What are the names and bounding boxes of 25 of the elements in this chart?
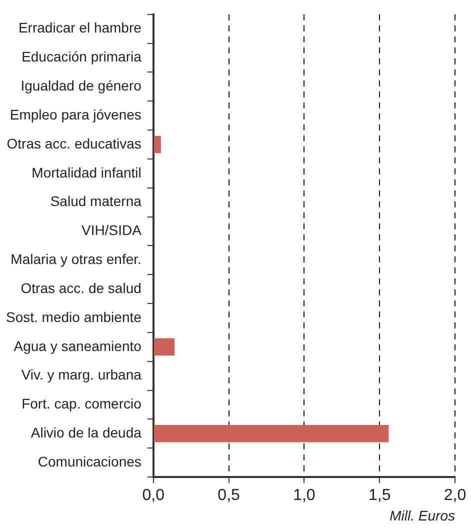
- x-axis-title: Mill. Euros: [390, 507, 455, 524]
- x-tick-label: 0,0: [142, 487, 165, 504]
- y-tick-label: Comunicaciones: [38, 453, 142, 470]
- y-tick-label: Viv. y marg. urbana: [21, 366, 142, 383]
- y-tick-label: Erradicar el hambre: [18, 20, 142, 36]
- bar: [154, 136, 161, 154]
- y-tick-label: Educación primaria: [22, 48, 142, 65]
- bar: [154, 338, 175, 356]
- y-tick-label: Otras acc. de salud: [20, 280, 142, 296]
- x-tick-label: 2,0: [444, 487, 466, 504]
- x-tick-label: 0,5: [218, 487, 240, 504]
- y-tick-label: Agua y saneamiento: [14, 338, 142, 354]
- bar: [154, 424, 389, 442]
- y-tick-label: Malaria y otras enfer.: [10, 251, 142, 268]
- y-tick-label: Mortalidad infantil: [32, 164, 142, 180]
- y-tick-label: Igualdad de género: [20, 78, 142, 94]
- y-tick-label: Empleo para jóvenes: [10, 106, 142, 122]
- y-tick-label: Fort. cap. comercio: [22, 396, 142, 412]
- y-tick-label: Alivio de la deuda: [30, 424, 142, 440]
- y-tick-label: Otras acc. educativas: [6, 135, 142, 152]
- y-tick-label: VIH/SIDA: [82, 222, 142, 238]
- x-tick-label: 1,0: [293, 487, 316, 504]
- y-tick-label: Salud materna: [50, 193, 142, 210]
- y-tick-label: Sost. medio ambiente: [6, 308, 142, 325]
- x-tick-label: 1,5: [368, 487, 391, 504]
